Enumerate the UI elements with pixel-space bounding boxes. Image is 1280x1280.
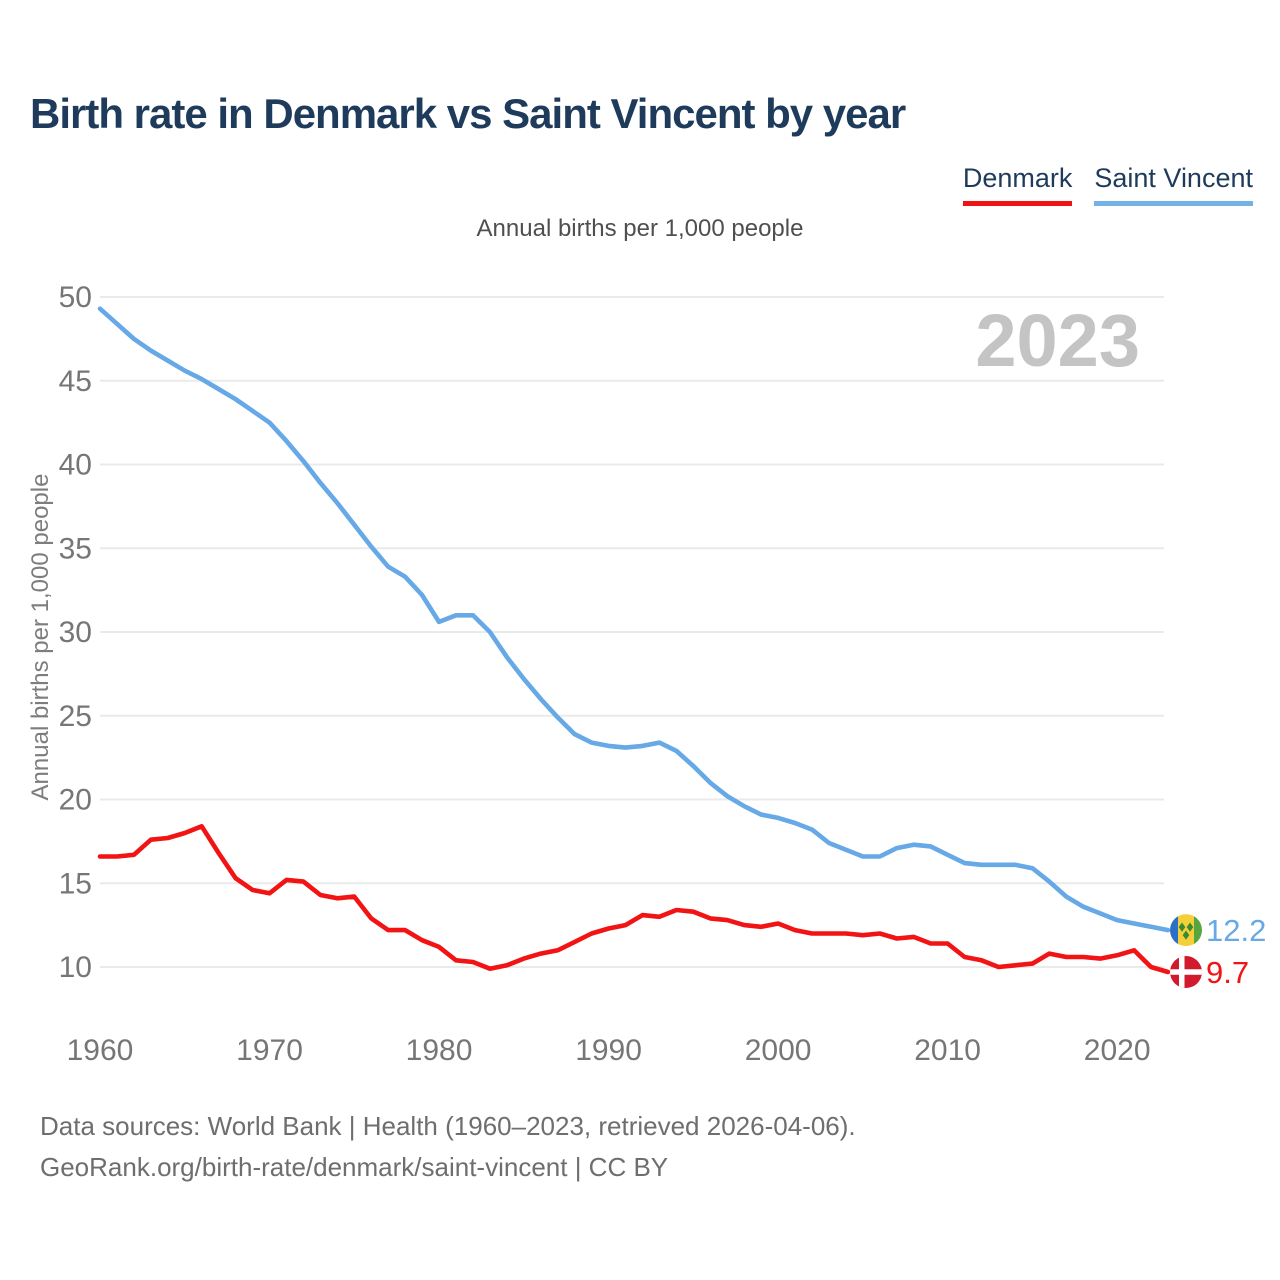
denmark-flag-icon [1170,956,1202,989]
chart-subtitle: Annual births per 1,000 people [476,215,804,242]
legend: Denmark Saint Vincent [962,163,1253,206]
x-tick-label: 2020 [1084,1034,1151,1067]
chart-svg: 2023 10 15 20 25 30 35 40 45 50 1960 1970 1980 1990 20… [27,281,1266,1067]
y-tick-label: 15 [59,867,92,900]
saint-vincent-end-value: 12.2 [1206,913,1266,948]
chart-title: Birth rate in Denmark vs Saint Vincent b… [30,90,906,137]
x-tick-label: 1990 [575,1034,642,1067]
saint-vincent-flag-icon [1170,914,1202,947]
y-axis-title: Annual births per 1,000 people [27,474,54,801]
flag-diamond [1186,922,1194,932]
x-tick-label: 2000 [745,1034,812,1067]
y-tick-label: 30 [59,616,92,649]
flag-diamond [1178,922,1186,932]
flag-diamond [1182,930,1190,940]
x-tick-label: 2010 [914,1034,981,1067]
y-tick-label: 25 [59,700,92,733]
y-tick-label: 50 [59,281,92,314]
x-tick-label: 1970 [236,1034,303,1067]
x-tick-label: 1980 [406,1034,473,1067]
footer-attribution: GeoRank.org/birth-rate/denmark/saint-vin… [40,1152,669,1182]
watermark-year: 2023 [975,299,1140,382]
y-tick-label: 40 [59,449,92,482]
x-tick-label: 1960 [67,1034,134,1067]
denmark-line [97,823,1171,975]
y-tick-label: 45 [59,365,92,398]
legend-item-denmark[interactable]: Denmark [962,163,1073,206]
saint-vincent-line [97,306,1171,933]
y-tick-label: 35 [59,532,92,565]
y-tick-label: 10 [59,951,92,984]
footer-sources: Data sources: World Bank | Health (1960–… [40,1111,856,1141]
legend-item-saint-vincent[interactable]: Saint Vincent [1094,163,1253,206]
y-tick-label: 20 [59,784,92,817]
denmark-end-value: 9.7 [1206,955,1249,990]
footer: Data sources: World Bank | Health (1960–… [40,1106,856,1188]
